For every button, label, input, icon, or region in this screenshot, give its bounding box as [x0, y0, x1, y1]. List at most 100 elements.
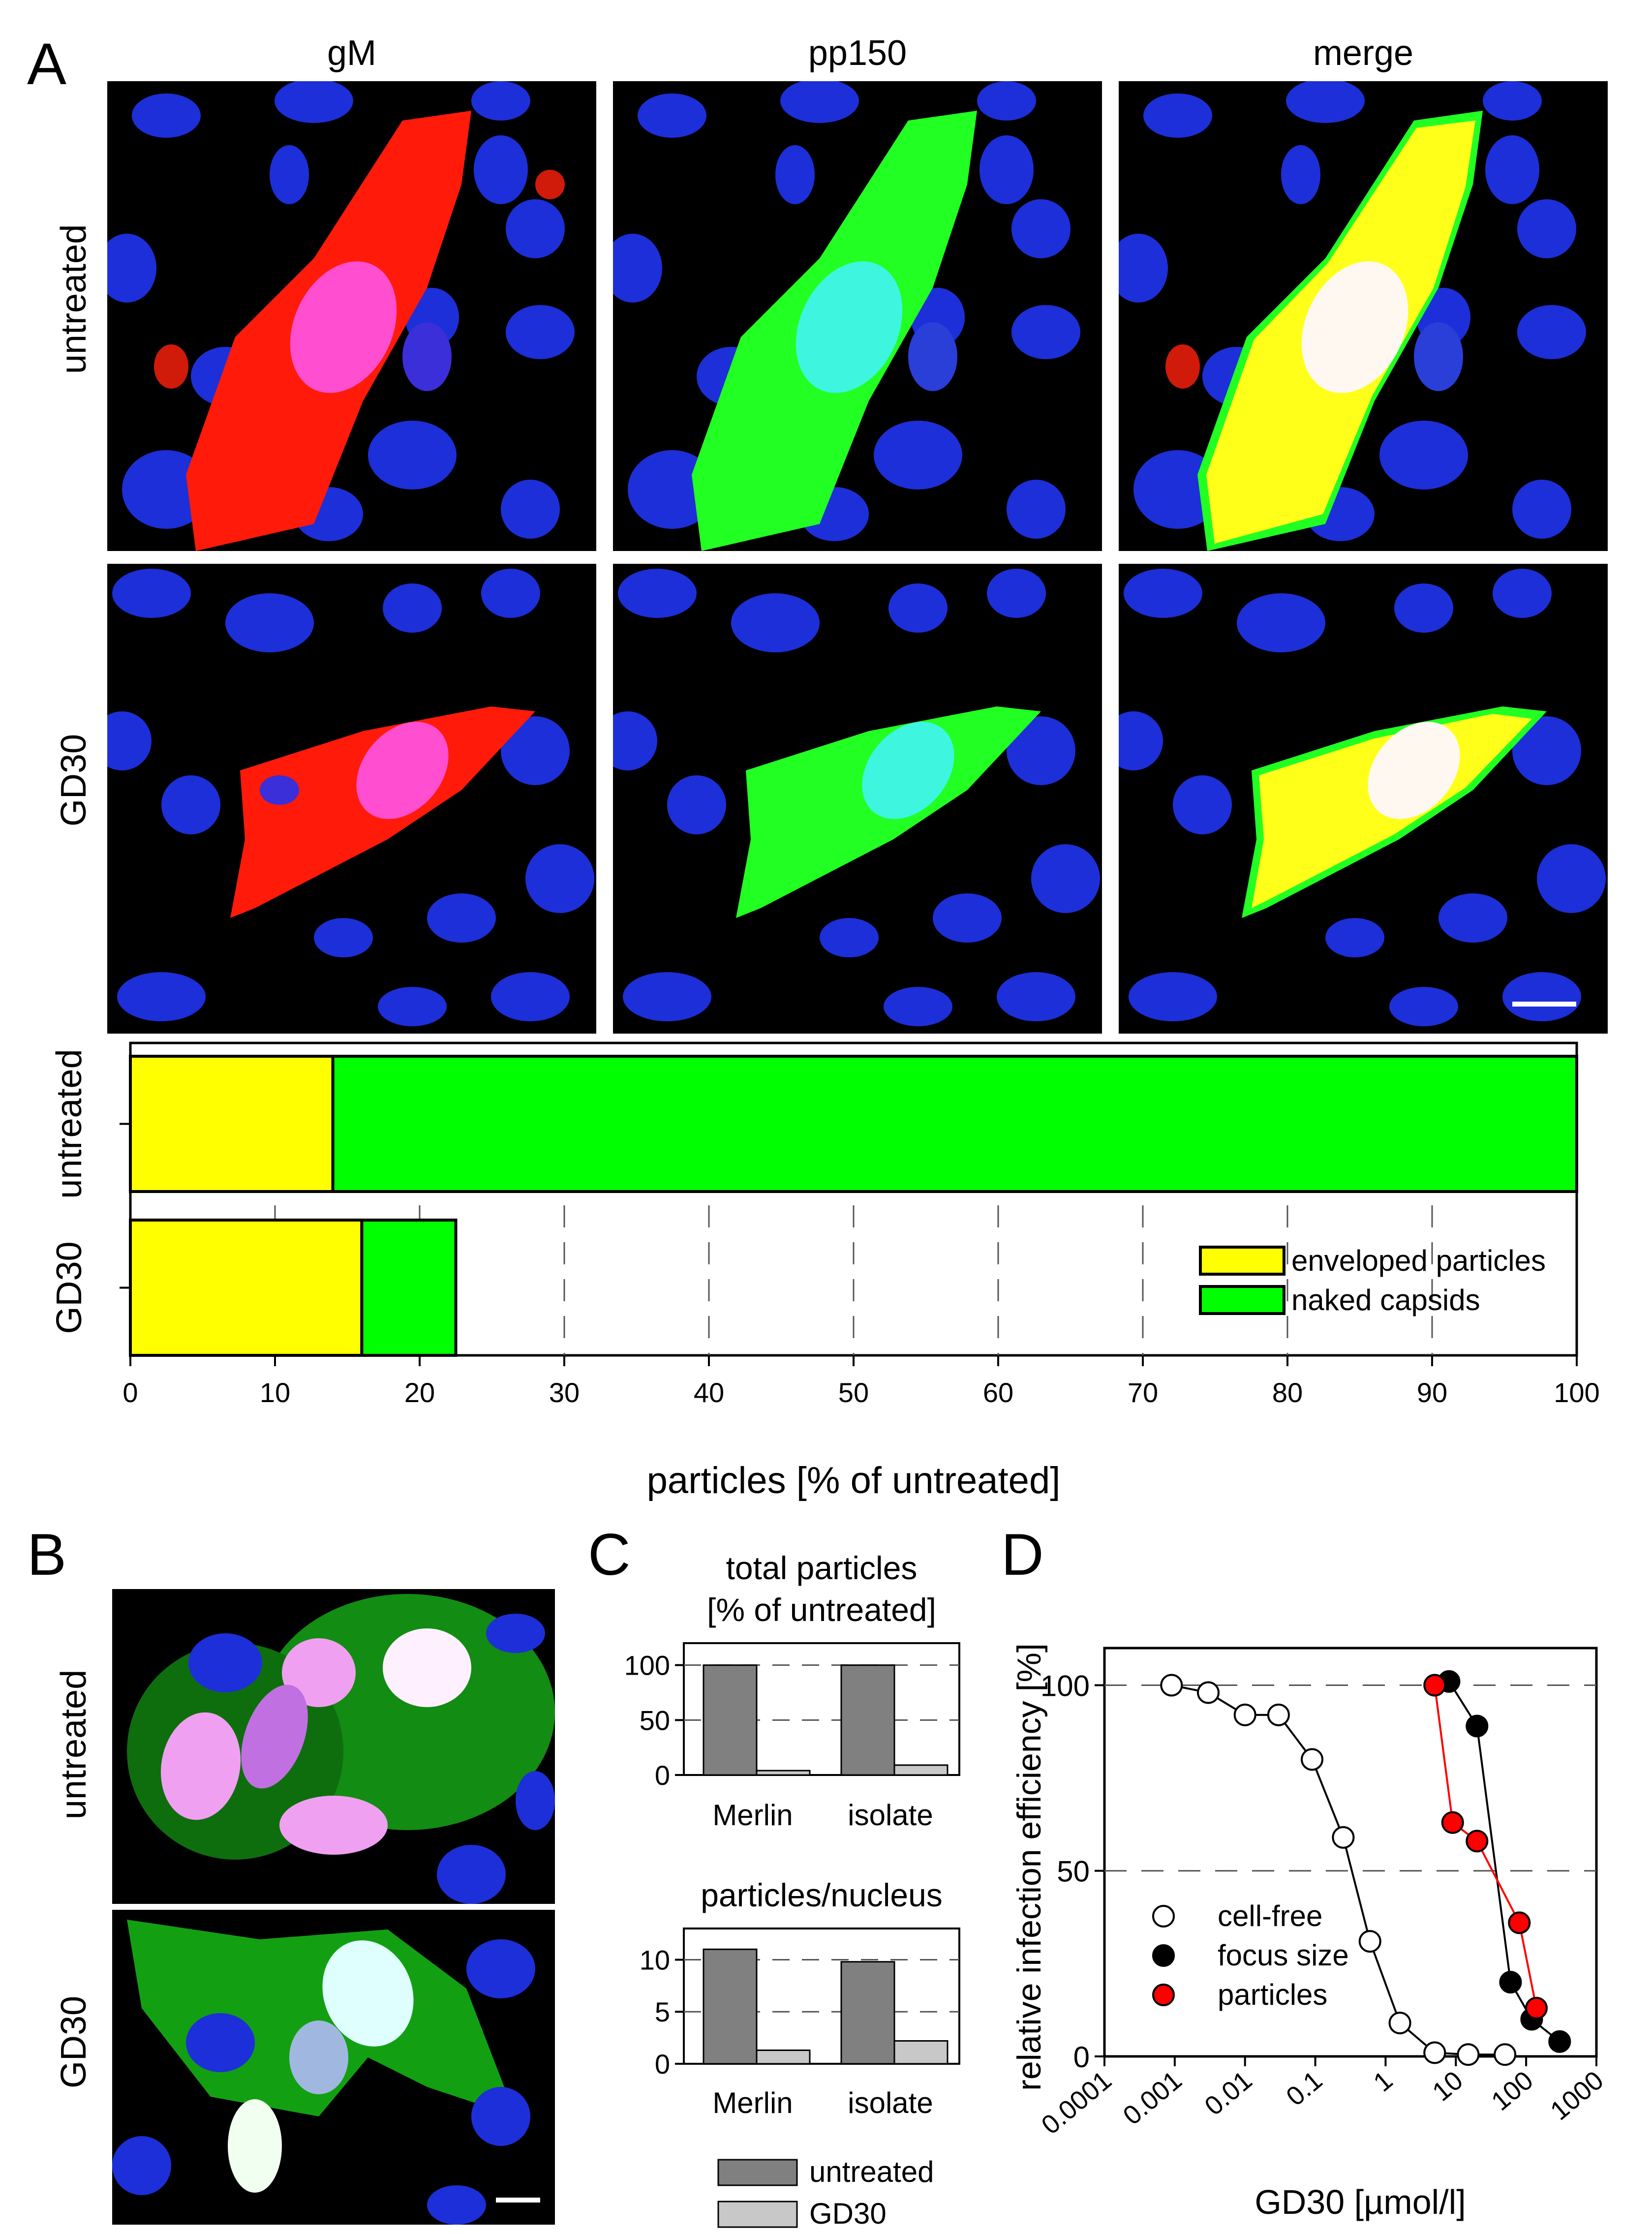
legend-label: cell-free: [1218, 1899, 1322, 1932]
data-point-particles: [1508, 1911, 1531, 1934]
y-category-label: GD30: [50, 1241, 89, 1334]
scale-bar-b: [496, 2198, 540, 2203]
legend-label: naked capsids: [1291, 1284, 1480, 1316]
chart-c-svg: total particles[% of untreated]050100Mer…: [624, 1550, 960, 2230]
y-tick-label: 50: [1057, 1855, 1090, 1888]
bar-enveloped-particles-untreated: [129, 1055, 335, 1193]
category-label: isolate: [848, 2086, 933, 2119]
legend-label: particles: [1218, 1978, 1327, 2011]
x-tick-label: 80: [1272, 1377, 1303, 1408]
data-point-cell-free: [1233, 1703, 1256, 1726]
data-point-cell-free: [1160, 1674, 1183, 1697]
category-label: Merlin: [712, 1799, 793, 1832]
x-tick-label: 30: [549, 1377, 580, 1408]
y-tick-label: 5: [655, 1996, 670, 2027]
bar-naked-capsids-untreated: [331, 1055, 1578, 1193]
x-tick-label: 60: [983, 1377, 1013, 1408]
y-tick-label: 0: [1073, 2041, 1090, 2074]
legend-swatch: [717, 2159, 798, 2186]
y-tick-label: 100: [624, 1650, 670, 1681]
panel-label-d: D: [1001, 1522, 1044, 1588]
bar-untreated-isolate: [840, 1961, 895, 2065]
y-tick-label: 50: [640, 1705, 670, 1736]
data-point-cell-free: [1197, 1681, 1220, 1704]
data-point-focus size: [1548, 2030, 1571, 2053]
chart-d: 0 50 100 0.0001 0.001 0.01 0.1 1 10 100 1000 cell-f…: [994, 1550, 1652, 2234]
x-tick-label: 0.001: [1117, 2065, 1187, 2131]
data-point-particles: [1466, 1830, 1489, 1853]
chart-c-title: particles/nucleus: [701, 1877, 943, 1913]
data-point-cell-free: [1301, 1748, 1324, 1771]
scale-bar: [1512, 1002, 1576, 1007]
column-label-pp150: pp150: [808, 33, 907, 73]
column-label-merge: merge: [1313, 33, 1414, 73]
legend-swatch: [717, 2201, 798, 2228]
data-point-cell-free: [1267, 1703, 1290, 1726]
x-tick-label: 40: [694, 1377, 724, 1408]
category-label: isolate: [848, 1799, 933, 1832]
row-label-gd30: GD30: [54, 734, 93, 827]
chart-c-title: [% of untreated]: [707, 1591, 936, 1628]
data-point-particles: [1423, 1674, 1446, 1697]
micrograph-untreated-gm: [107, 81, 596, 551]
micrograph-gd30-pp150: [613, 564, 1102, 1034]
x-tick-label: 10: [260, 1377, 290, 1408]
bar-untreated-isolate: [840, 1664, 895, 1776]
legend-swatch: [1199, 1246, 1285, 1276]
bar-GD30-Merlin: [756, 2050, 811, 2065]
plot-frame: [1103, 1647, 1598, 2058]
x-axis-title: particles [% of untreated]: [647, 1460, 1061, 1501]
x-tick-label: 1: [1368, 2065, 1399, 2097]
x-tick-label: 50: [838, 1377, 869, 1408]
panel-label-b: B: [27, 1522, 67, 1588]
legend-marker: [1152, 1984, 1175, 2006]
chart-c: total particles [% of untreated] 0 50 100 Mer…: [566, 1550, 984, 2234]
data-point-cell-free: [1358, 1930, 1381, 1953]
x-tick-label: 0.01: [1199, 2065, 1257, 2121]
data-point-particles: [1525, 1996, 1548, 2020]
legend-marker: [1152, 1944, 1175, 1967]
legend-label: untreated: [809, 2155, 934, 2188]
legend-label: focus size: [1218, 1939, 1349, 1972]
bar-GD30-isolate: [893, 2040, 948, 2065]
panel-label-c: C: [588, 1522, 631, 1588]
x-axis-title: GD30 [µmol/l]: [1254, 2183, 1466, 2221]
data-point-cell-free: [1494, 2043, 1517, 2066]
micrograph-gd30-merge: [1119, 564, 1608, 1034]
bar-GD30-Merlin: [756, 1770, 811, 1776]
data-point-particles: [1441, 1811, 1464, 1834]
x-tick-label: 1000: [1545, 2065, 1609, 2126]
legend-label: enveloped particles: [1291, 1244, 1546, 1277]
micrograph-b-gd30: [112, 1910, 555, 2225]
legend-label: GD30: [809, 2197, 887, 2230]
column-label-gm: gM: [327, 33, 377, 73]
panel-b-divider: [112, 1904, 555, 1910]
chart-c-title: total particles: [726, 1550, 918, 1586]
data-point-cell-free: [1457, 2043, 1480, 2066]
data-point-cell-free: [1332, 1826, 1355, 1849]
panel-b-row-label-gd30: GD30: [54, 1995, 93, 2089]
x-tick-label: 70: [1128, 1377, 1158, 1408]
bar-untreated-Merlin: [703, 1664, 758, 1776]
data-point-cell-free: [1388, 2012, 1411, 2035]
x-tick-label: 10: [1427, 2065, 1468, 2107]
x-tick-label: 90: [1417, 1377, 1447, 1408]
bar-untreated-Merlin: [703, 1948, 758, 2065]
x-tick-label: 20: [404, 1377, 435, 1408]
category-label: Merlin: [712, 2086, 793, 2119]
x-tick-label: 100: [1554, 1377, 1599, 1408]
micrograph-untreated-pp150: [613, 81, 1102, 551]
y-axis-title: relative infection efficiency [%]: [1010, 1643, 1048, 2091]
y-tick-label: 0: [655, 1760, 670, 1791]
chart-a-stacked-bar: 0 10 20 30 40 50 60 70 80 90 100 untreated GD30 envel…: [0, 1036, 1652, 1518]
x-tick-label: 100: [1486, 2065, 1539, 2116]
y-tick-label: 0: [655, 2049, 670, 2080]
x-tick-label: 0.0001: [1036, 2065, 1117, 2140]
panel-label-a: A: [27, 31, 67, 97]
bar-naked-capsids-GD30: [360, 1219, 458, 1357]
micrograph-untreated-merge: [1119, 81, 1608, 551]
x-tick-label: 0.1: [1281, 2065, 1328, 2112]
legend-swatch: [1199, 1285, 1285, 1315]
y-category-label: untreated: [50, 1049, 89, 1198]
